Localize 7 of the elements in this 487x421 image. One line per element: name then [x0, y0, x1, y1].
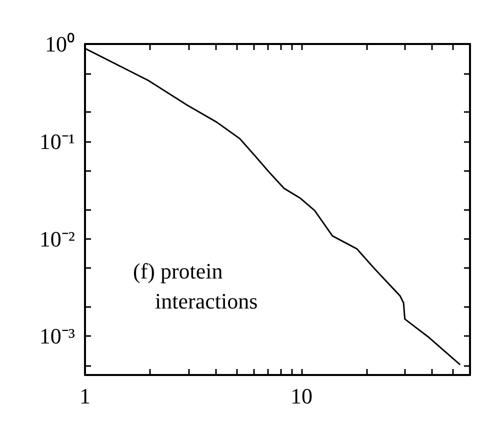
- y-tick-label: 10⁻³: [39, 324, 76, 349]
- x-tick-label: 10: [290, 384, 313, 408]
- y-tick-label: 10⁰: [45, 32, 75, 56]
- annotation: (f) protein interactions: [133, 258, 258, 314]
- x-tick-label: 1: [80, 384, 90, 408]
- y-tick-label: 10⁻²: [39, 226, 76, 252]
- y-tick-label: 10⁻¹: [39, 128, 75, 154]
